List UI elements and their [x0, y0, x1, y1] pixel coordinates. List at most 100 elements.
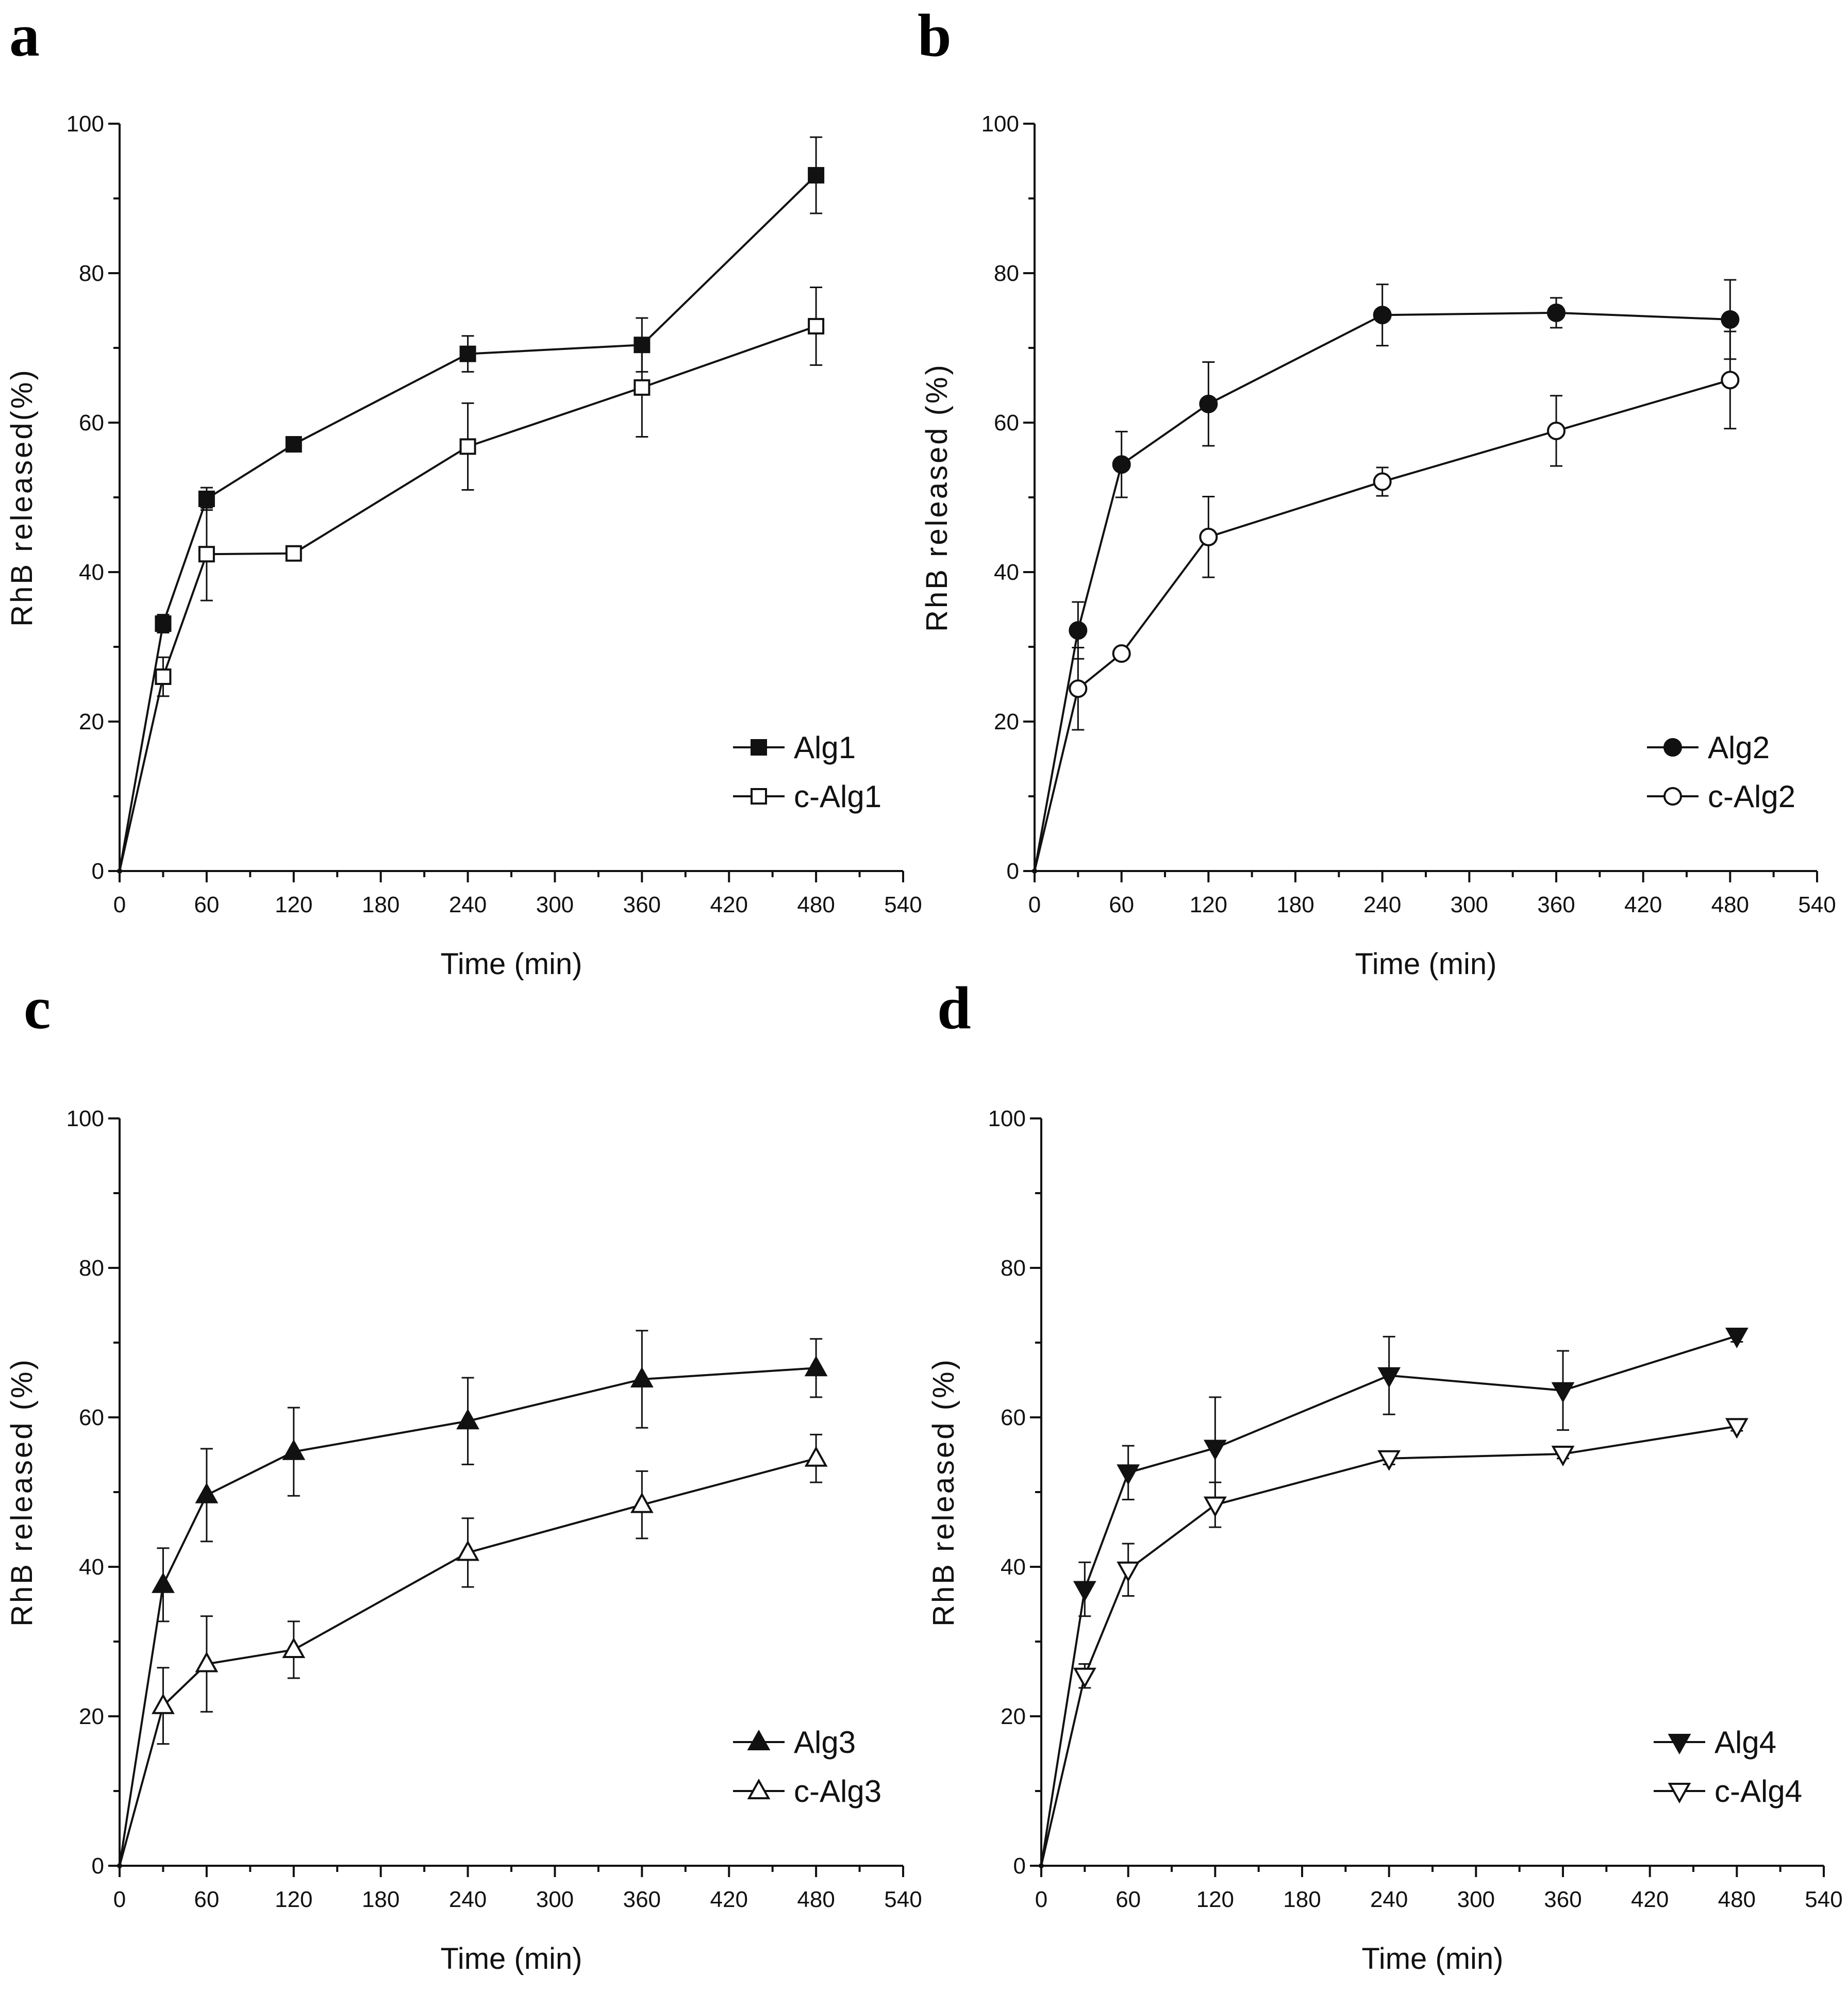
data-point: [1117, 1561, 1140, 1582]
y-tick-label: 80: [79, 261, 104, 286]
y-axis-title: RhB released (%): [920, 363, 954, 632]
x-axis-title: Time (min): [1355, 947, 1497, 981]
series-line: [119, 174, 817, 872]
x-tick-label: 0: [1028, 892, 1041, 917]
panel-letter: c: [24, 974, 51, 1042]
panel-letter: d: [937, 974, 971, 1042]
y-tick-label: 60: [1001, 1405, 1026, 1430]
y-tick-label: 20: [1001, 1704, 1026, 1729]
x-tick-label: 420: [710, 1887, 748, 1912]
data-point: [155, 615, 172, 632]
data-point: [630, 1492, 654, 1513]
x-tick-label: 180: [1283, 1887, 1321, 1912]
x-tick-label: 480: [797, 1887, 835, 1912]
data-point: [285, 436, 302, 453]
x-tick-label: 540: [1798, 892, 1836, 917]
x-axis-title: Time (min): [441, 947, 582, 981]
data-point: [1547, 421, 1566, 440]
x-tick-label: 300: [1457, 1887, 1495, 1912]
data-point: [634, 379, 651, 396]
y-tick-label: 100: [981, 111, 1019, 137]
data-point: [1112, 455, 1131, 474]
y-tick-label: 0: [1013, 1853, 1026, 1879]
x-tick-label: 540: [884, 892, 922, 917]
data-point: [459, 345, 476, 362]
data-point: [804, 1446, 828, 1467]
y-tick-label: 40: [79, 1554, 104, 1580]
data-point: [195, 1482, 219, 1503]
panel-d: d 0 20 40 60 80 100 0 60 120 180 240 300 360 420 480 540…: [927, 974, 1843, 1976]
x-tick-label: 360: [623, 892, 661, 917]
data-point: [117, 868, 122, 874]
data-point: [1069, 621, 1088, 640]
legend-marker: [1668, 1783, 1691, 1804]
data-point: [1551, 1382, 1575, 1403]
legend-label: c-Alg3: [794, 1774, 881, 1809]
x-tick-label: 240: [449, 892, 487, 917]
series-line: [1040, 1335, 1737, 1866]
data-point: [456, 1540, 479, 1561]
data-point: [285, 545, 302, 562]
x-tick-label: 360: [1537, 892, 1575, 917]
data-point: [1069, 679, 1088, 698]
data-point: [1725, 1418, 1749, 1439]
x-tick-label: 120: [1196, 1887, 1234, 1912]
x-tick-label: 480: [1718, 1887, 1756, 1912]
data-point: [195, 1651, 219, 1672]
data-point: [1199, 527, 1218, 546]
x-tick-label: 180: [362, 892, 399, 917]
series-Alg4: Alg4: [1039, 1327, 1776, 1868]
data-point: [1112, 644, 1131, 663]
y-tick-label: 40: [994, 560, 1019, 585]
panel-b: b 0 20 40 60 80 100 0 60 120 180 240 300 360 420 480 540…: [918, 2, 1836, 981]
series-c-Alg1: c-Alg1: [117, 287, 881, 874]
data-point: [1203, 1440, 1227, 1461]
series-c-Alg2: c-Alg2: [1032, 330, 1795, 874]
data-point: [1039, 1863, 1044, 1868]
x-tick-label: 60: [1109, 892, 1134, 917]
y-axis-title: RhB released (%): [5, 1358, 39, 1627]
data-point: [152, 1693, 175, 1714]
series-Alg3: Alg3: [117, 1330, 856, 1868]
x-tick-label: 420: [710, 892, 748, 917]
data-point: [1377, 1450, 1401, 1471]
panel-letter: b: [918, 2, 952, 69]
data-point: [1073, 1667, 1096, 1688]
x-axis-title: Time (min): [441, 1942, 582, 1976]
x-tick-label: 0: [113, 1887, 126, 1912]
data-point: [1032, 868, 1037, 874]
x-tick-label: 300: [536, 1887, 574, 1912]
series-line: [1040, 1425, 1737, 1866]
legend-marker: [751, 788, 767, 805]
data-point: [282, 1637, 306, 1658]
x-tick-label: 240: [1370, 1887, 1408, 1912]
y-tick-label: 80: [1001, 1256, 1026, 1281]
x-tick-label: 60: [194, 1887, 219, 1912]
legend-label: Alg4: [1714, 1725, 1776, 1760]
data-point: [1547, 303, 1566, 322]
y-tick-label: 60: [79, 1405, 104, 1430]
data-point: [808, 317, 825, 334]
panel-c: c 0 20 40 60 80 100 0 60 120 180 240 300 360 420 480 540…: [5, 974, 922, 1976]
y-axis-title: RhB released(%): [5, 368, 39, 627]
panel-letter: a: [9, 2, 40, 69]
x-tick-label: 60: [194, 892, 219, 917]
series-line: [1034, 311, 1730, 872]
y-tick-label: 100: [66, 111, 104, 137]
legend-label: Alg1: [794, 730, 856, 765]
data-point: [808, 167, 825, 184]
x-tick-label: 0: [113, 892, 126, 917]
x-tick-label: 240: [449, 1887, 487, 1912]
y-tick-label: 40: [79, 560, 104, 585]
panel-a: a 0 20 40 60 80 100 0 60 120 180 240 300 360 420 480 540…: [5, 2, 922, 981]
data-point: [1721, 371, 1740, 390]
legend-marker: [1663, 787, 1682, 806]
x-tick-label: 360: [623, 1887, 661, 1912]
data-point: [1725, 1327, 1749, 1349]
data-point: [804, 1356, 828, 1377]
x-tick-label: 360: [1544, 1887, 1581, 1912]
data-point: [198, 490, 215, 507]
data-point: [198, 546, 215, 563]
x-tick-label: 120: [275, 892, 312, 917]
